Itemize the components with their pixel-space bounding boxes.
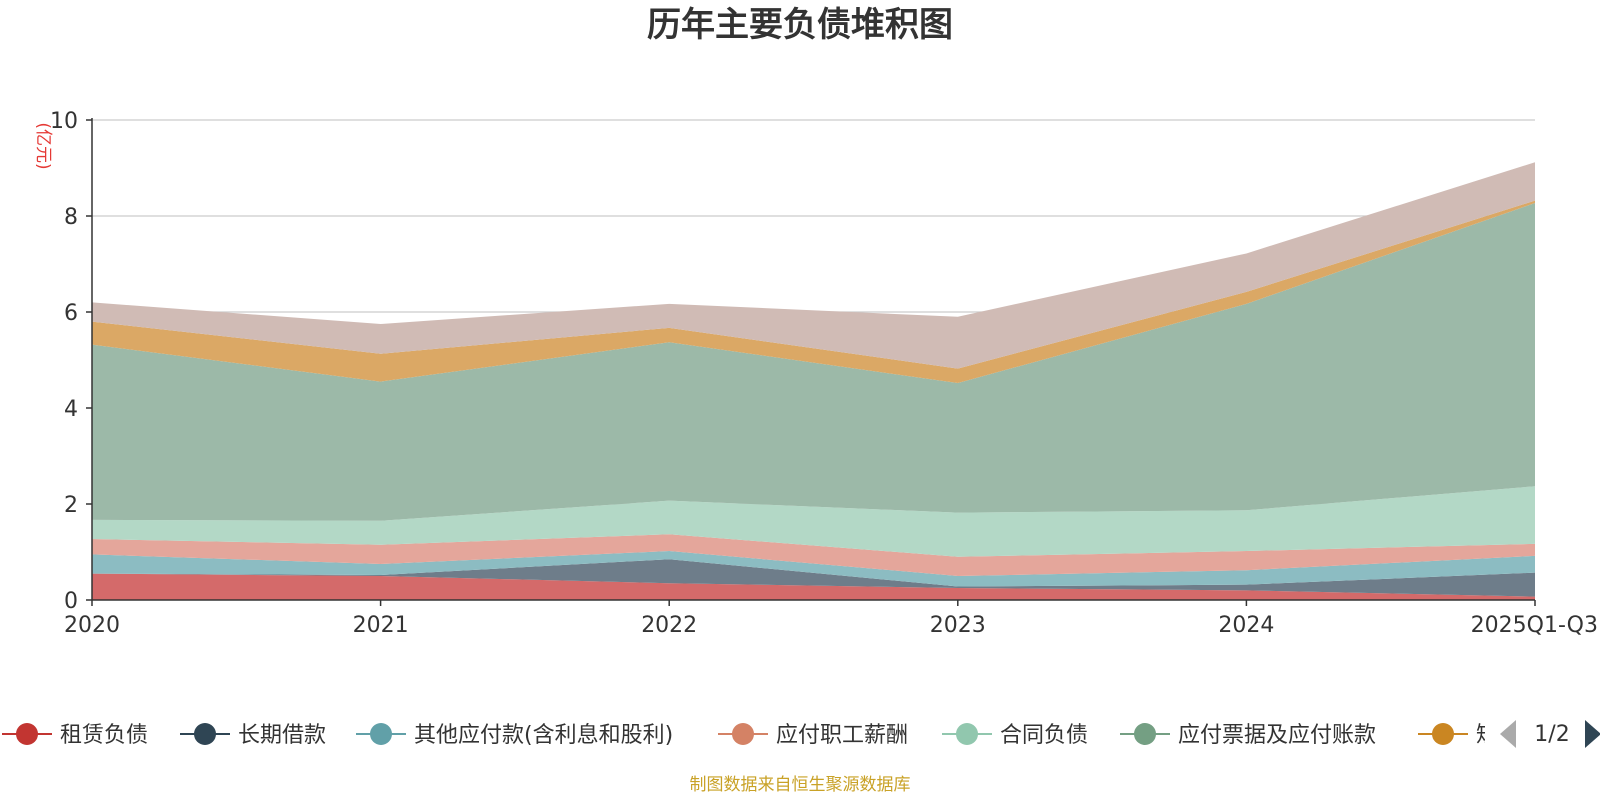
legend: 租赁负债 长期借款 其他应付款(含利息和股利) 应付职工薪酬 合同负债 应付票据及应付账款… (2, 723, 1564, 748)
legend-item-4[interactable]: 合同负债 (942, 723, 1088, 748)
legend-label-4: 合同负债 (1000, 723, 1088, 748)
y-tick-label-2: 4 (64, 397, 78, 422)
legend-prev-arrow-icon[interactable] (1500, 720, 1516, 748)
area-series-3 (92, 534, 1535, 576)
legend-label-0: 租赁负债 (60, 723, 148, 748)
legend-item-6[interactable]: 短期借款 (1418, 723, 1564, 748)
area-series-5 (92, 203, 1535, 521)
area-series-4 (92, 486, 1535, 557)
axes: 0 2 4 6 8 10 2020 2021 2022 2023 2024 2025Q1-Q3 (50, 109, 1598, 638)
legend-label-5: 应付票据及应付账款 (1178, 723, 1376, 748)
x-tick-label-1: 2021 (353, 613, 409, 638)
legend-marker-0 (16, 723, 38, 745)
legend-pager: 1/2 (1500, 720, 1600, 748)
x-tick-label-2: 2022 (641, 613, 697, 638)
legend-next-arrow-icon[interactable] (1585, 720, 1600, 748)
legend-label-6: 短期借款 (1476, 723, 1564, 748)
x-tick-label-3: 2023 (930, 613, 986, 638)
y-tick-label-5: 10 (50, 109, 78, 134)
legend-label-2: 其他应付款(含利息和股利) (414, 723, 673, 748)
legend-item-3[interactable]: 应付职工薪酬 (718, 723, 908, 748)
area-series-7 (92, 162, 1535, 369)
legend-marker-2 (370, 723, 392, 745)
x-tick-label-4: 2024 (1218, 613, 1274, 638)
legend-marker-6 (1432, 723, 1454, 745)
chart-title: 历年主要负债堆积图 (647, 5, 953, 45)
data-source-footer: 制图数据来自恒生聚源数据库 (690, 775, 911, 795)
area-series-1 (92, 559, 1535, 597)
legend-item-5[interactable]: 应付票据及应付账款 (1120, 723, 1376, 748)
legend-item-0[interactable]: 租赁负债 (2, 723, 148, 748)
legend-page-indicator: 1/2 (1534, 722, 1569, 747)
legend-marker-3 (732, 723, 754, 745)
y-tick-label-0: 0 (64, 589, 78, 614)
legend-item-1[interactable]: 长期借款 (180, 723, 326, 748)
y-axis-unit-label: (亿元) (33, 122, 53, 169)
area-series (92, 162, 1535, 600)
legend-item-2[interactable]: 其他应付款(含利息和股利) (356, 723, 673, 748)
x-tick-label-0: 2020 (64, 613, 120, 638)
x-tick-label-5: 2025Q1-Q3 (1471, 613, 1598, 638)
legend-label-3: 应付职工薪酬 (776, 723, 908, 748)
legend-label-1: 长期借款 (238, 723, 326, 748)
legend-marker-5 (1134, 723, 1156, 745)
legend-marker-1 (194, 723, 216, 745)
area-series-0 (92, 573, 1535, 600)
y-tick-label-3: 6 (64, 301, 78, 326)
y-tick-label-4: 8 (64, 205, 78, 230)
y-tick-label-1: 2 (64, 493, 78, 518)
legend-marker-4 (956, 723, 978, 745)
area-series-2 (92, 551, 1535, 587)
